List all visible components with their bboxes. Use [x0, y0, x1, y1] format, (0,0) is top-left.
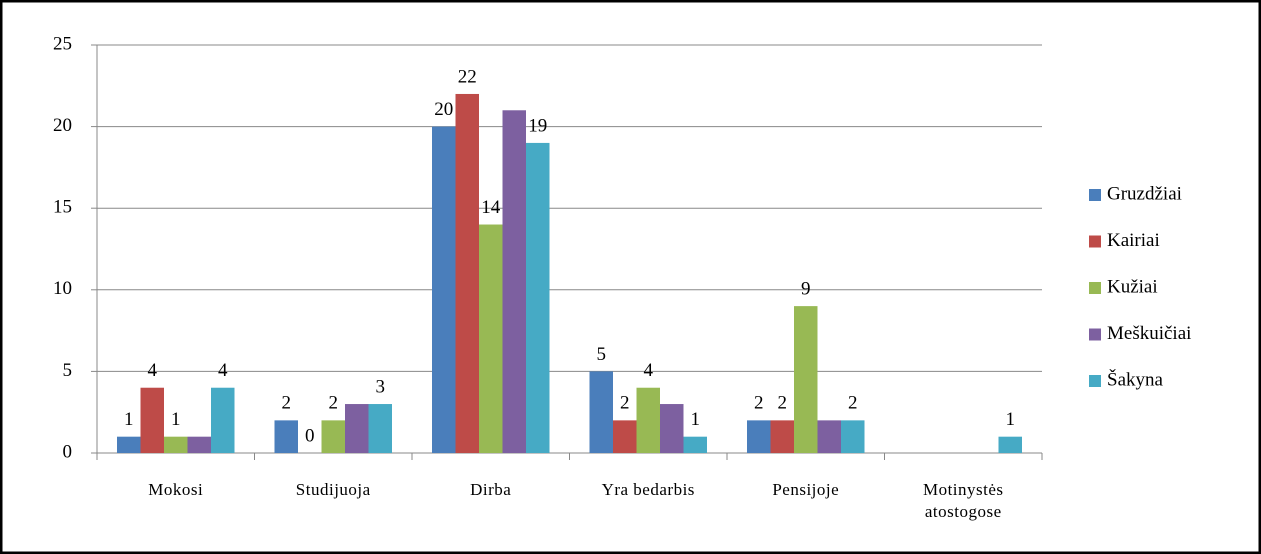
data-label: 2: [754, 393, 764, 414]
bar: [117, 436, 141, 453]
bar: [613, 420, 637, 453]
legend-swatch: [1089, 375, 1101, 387]
x-tick-label: Motinystės atostogose: [922, 480, 1004, 521]
bar: [345, 404, 369, 453]
bar: [589, 371, 613, 453]
bar: [140, 387, 164, 453]
bar: [274, 420, 298, 453]
x-tick-label: Dirba: [470, 480, 512, 499]
data-label: 4: [148, 360, 158, 381]
bar: [432, 126, 456, 453]
legend-label: Gruzdžiai: [1107, 183, 1182, 204]
data-label: 2: [329, 393, 339, 414]
data-label: 1: [691, 409, 701, 430]
bar: [455, 93, 479, 454]
data-label: 4: [644, 360, 654, 381]
bar: [770, 420, 794, 453]
bar: [998, 436, 1022, 453]
bar: [321, 420, 345, 453]
y-tick-label: 0: [63, 441, 73, 462]
bar: [794, 306, 818, 453]
data-label: 2: [848, 393, 858, 414]
legend-swatch: [1089, 282, 1101, 294]
bar: [526, 142, 550, 454]
legend-label: Kužiai: [1107, 276, 1158, 297]
bar: [187, 436, 211, 453]
y-tick-label: 15: [53, 197, 72, 218]
data-label: 14: [481, 197, 501, 218]
bar: [368, 404, 392, 453]
data-label: 2: [778, 393, 788, 414]
legend-label: Šakyna: [1107, 368, 1164, 390]
data-label: 3: [376, 376, 386, 397]
data-label: 2: [620, 393, 630, 414]
bar: [747, 420, 771, 453]
bar: [164, 436, 188, 453]
data-label: 5: [597, 344, 607, 365]
legend-swatch: [1089, 235, 1101, 248]
data-label: 22: [458, 66, 477, 87]
data-label: 0: [305, 425, 315, 446]
bar: [660, 404, 684, 453]
bar: [636, 387, 660, 453]
data-label: 1: [171, 409, 181, 430]
y-tick-label: 25: [53, 33, 72, 54]
legend-swatch: [1089, 328, 1101, 341]
x-tick-label: Studijuoja: [295, 480, 371, 499]
bar: [841, 420, 865, 453]
x-tick-label: Pensijoje: [772, 480, 840, 499]
data-label: 1: [124, 409, 134, 430]
bar: [683, 436, 707, 453]
legend-swatch: [1089, 189, 1101, 201]
x-tick-label: Mokosi: [148, 480, 204, 499]
bar: [502, 110, 526, 453]
y-tick-label: 5: [63, 360, 73, 381]
legend-label: Meškuičiai: [1107, 323, 1191, 344]
x-tick-label: Yra bedarbis: [601, 480, 695, 499]
y-tick-label: 20: [53, 115, 72, 136]
data-label: 2: [282, 393, 292, 414]
bar: [211, 387, 235, 453]
data-label: 1: [1006, 409, 1016, 430]
y-tick-label: 10: [53, 278, 72, 299]
bar: [479, 224, 503, 453]
data-label: 19: [528, 115, 547, 136]
data-label: 20: [434, 99, 453, 120]
bar: [817, 420, 841, 453]
legend-label: Kairiai: [1107, 230, 1160, 251]
data-label: 9: [801, 278, 811, 299]
data-label: 4: [218, 360, 228, 381]
